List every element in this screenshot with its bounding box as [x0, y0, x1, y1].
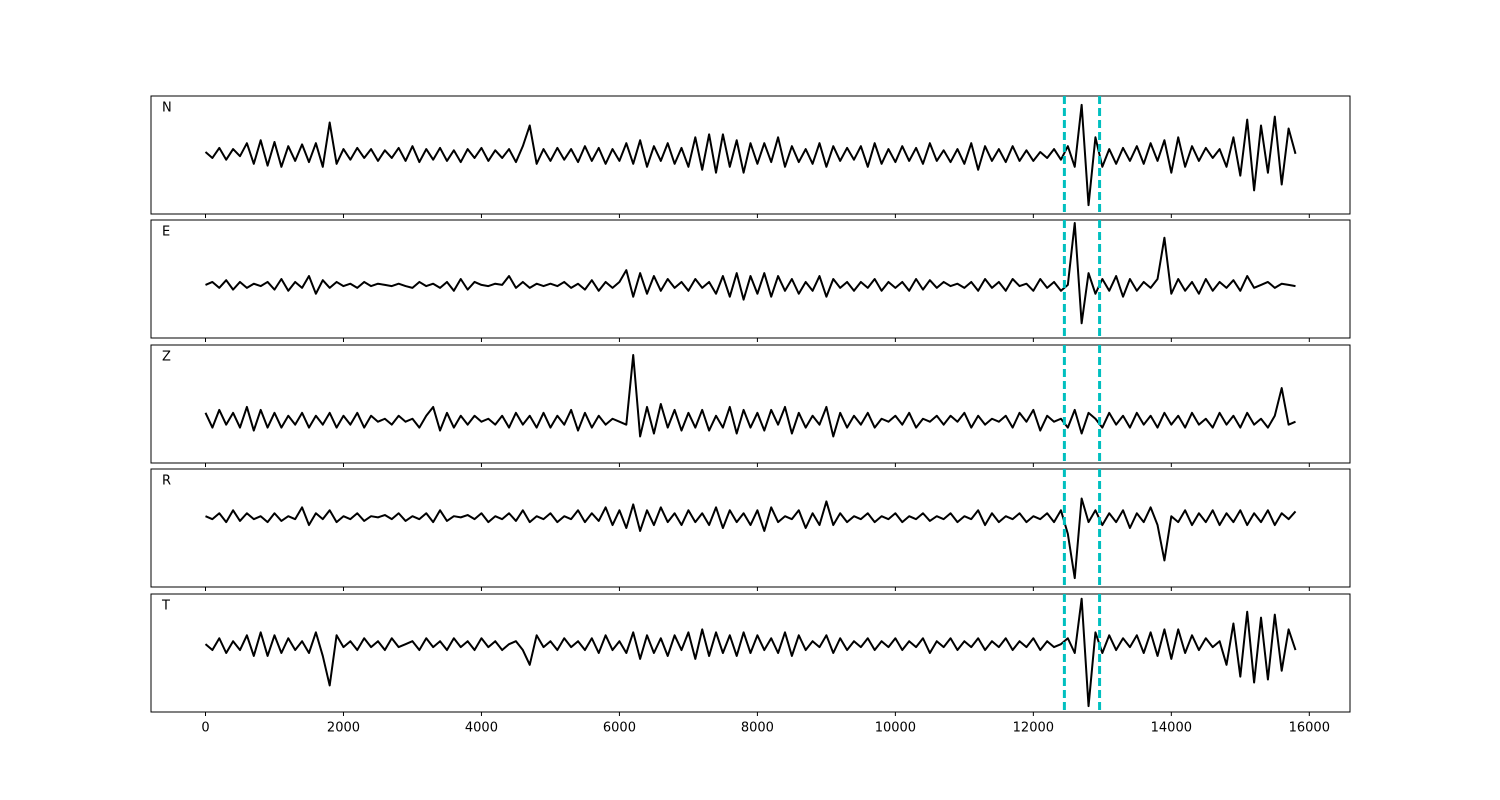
trace	[204, 597, 1297, 708]
x-tick-label: 8000	[741, 721, 774, 736]
panel-frame	[150, 95, 1351, 215]
x-tick-label: 4000	[465, 721, 498, 736]
x-tick-label: 0	[201, 721, 209, 736]
panel-frame	[150, 344, 1351, 464]
panel-label: E	[162, 225, 170, 240]
x-tick-label: 10000	[875, 721, 916, 736]
trace	[205, 497, 1297, 580]
panel-label: R	[162, 474, 171, 489]
trace	[204, 103, 1297, 207]
panel-label: N	[162, 101, 172, 116]
x-tick-label: 2000	[327, 721, 360, 736]
panel-label: T	[161, 599, 170, 614]
x-tick-label: 6000	[603, 721, 636, 736]
trace	[205, 221, 1296, 325]
x-tick-label: 14000	[1151, 721, 1192, 736]
trace	[204, 354, 1296, 438]
panel-frame	[150, 468, 1351, 588]
x-tick-label: 16000	[1289, 721, 1330, 736]
panel-label: Z	[162, 350, 171, 365]
x-tick-label: 12000	[1013, 721, 1054, 736]
